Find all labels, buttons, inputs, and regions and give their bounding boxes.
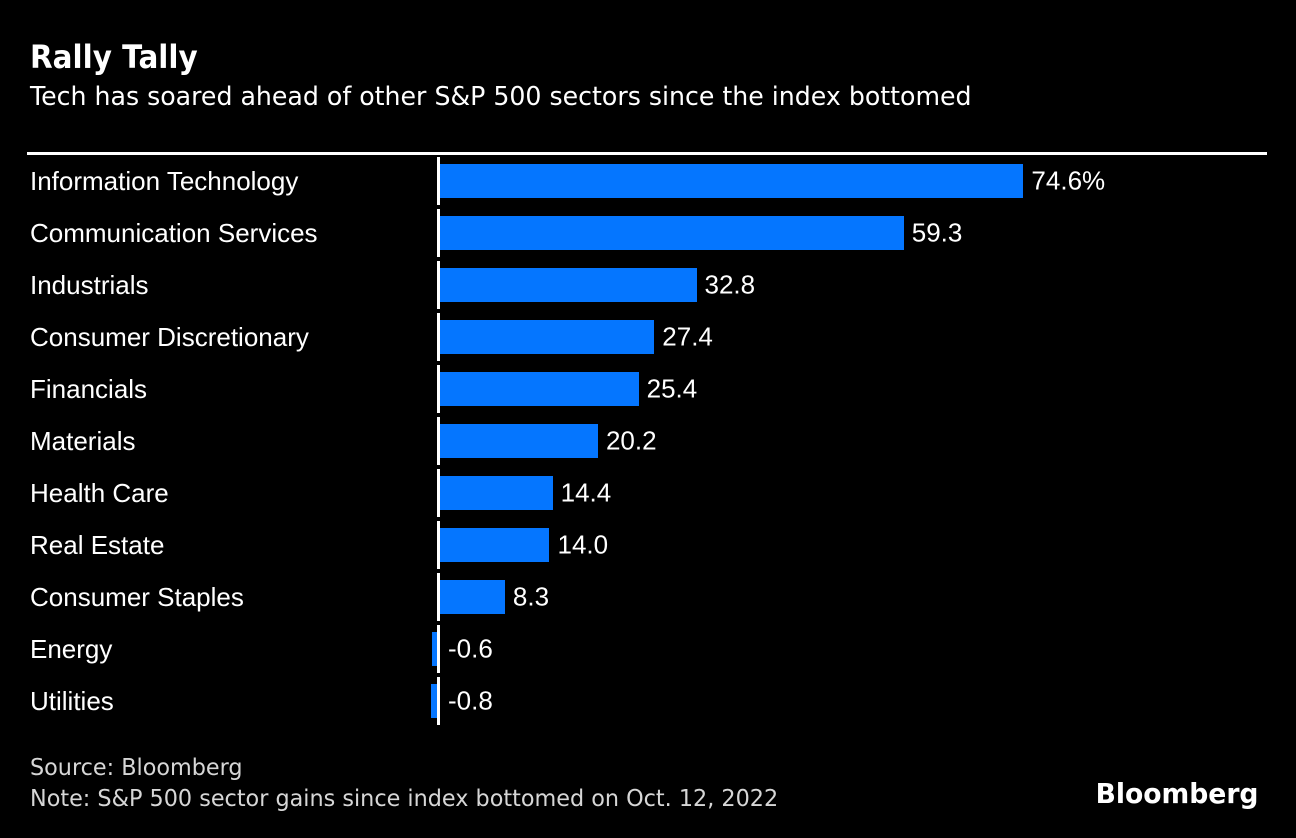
bar: [440, 372, 639, 406]
bar: [430, 684, 437, 718]
axis-line-segment: [437, 261, 440, 309]
bar-area: 74.6%: [437, 155, 1266, 207]
value-label: 8.3: [512, 581, 550, 612]
chart-footer: Source: Bloomberg Note: S&P 500 sector g…: [30, 753, 778, 815]
axis-line-segment: [437, 313, 440, 361]
header-divider: [27, 152, 1267, 155]
bar: [440, 268, 697, 302]
bar-area: 14.4: [437, 467, 1266, 519]
axis-line-segment: [437, 573, 440, 621]
bar: [440, 216, 904, 250]
bar-chart: Information Technology 74.6% Communicati…: [0, 155, 1296, 727]
chart-header: Rally Tally Tech has soared ahead of oth…: [0, 0, 1296, 112]
value-label: -0.6: [448, 633, 493, 664]
bar-row: Communication Services 59.3: [0, 207, 1296, 259]
sector-label: Utilities: [30, 685, 114, 716]
value-label: -0.8: [448, 685, 493, 716]
bar-row: Real Estate 14.0: [0, 519, 1296, 571]
bar: [440, 164, 1024, 198]
sector-label: Consumer Staples: [30, 581, 244, 612]
bar-area: -0.8: [430, 675, 1266, 727]
bar-row: Utilities -0.8: [0, 675, 1296, 727]
bar-area: 25.4: [437, 363, 1266, 415]
sector-label: Industrials: [30, 269, 149, 300]
note-text: Note: S&P 500 sector gains since index b…: [30, 786, 779, 812]
value-label: 14.4: [560, 477, 612, 508]
chart-title: Rally Tally: [30, 38, 198, 76]
bar-area: -0.6: [432, 623, 1266, 675]
bar-row: Financials 25.4: [0, 363, 1296, 415]
axis-line-segment: [437, 677, 440, 725]
axis-line-segment: [437, 521, 440, 569]
sector-label: Consumer Discretionary: [30, 321, 309, 352]
sector-label: Real Estate: [30, 529, 165, 560]
axis-line-segment: [437, 625, 440, 673]
bar-area: 14.0: [437, 519, 1266, 571]
axis-line-segment: [437, 469, 440, 517]
bar: [440, 476, 553, 510]
bar: [440, 424, 598, 458]
bar-row: Health Care 14.4: [0, 467, 1296, 519]
bar-area: 8.3: [437, 571, 1266, 623]
source-text: Source: Bloomberg: [30, 755, 243, 781]
bar-area: 59.3: [437, 207, 1266, 259]
bar: [440, 320, 655, 354]
value-label: 14.0: [557, 529, 609, 560]
sector-label: Financials: [30, 373, 148, 404]
bar-row: Consumer Discretionary 27.4: [0, 311, 1296, 363]
value-label: 74.6%: [1031, 165, 1106, 196]
bar-area: 32.8: [437, 259, 1266, 311]
bloomberg-logo: Bloomberg: [1095, 777, 1258, 810]
axis-line-segment: [437, 417, 440, 465]
bar: [440, 528, 550, 562]
bar-row: Energy -0.6: [0, 623, 1296, 675]
axis-line-segment: [437, 209, 440, 257]
bar-row: Materials 20.2: [0, 415, 1296, 467]
sector-label: Communication Services: [30, 217, 318, 248]
sector-label: Information Technology: [30, 165, 299, 196]
value-label: 32.8: [704, 269, 756, 300]
bar-area: 20.2: [437, 415, 1266, 467]
bar-row: Industrials 32.8: [0, 259, 1296, 311]
value-label: 27.4: [662, 321, 713, 352]
value-label: 20.2: [605, 425, 657, 456]
value-label: 25.4: [646, 373, 698, 404]
bar: [440, 580, 505, 614]
sector-label: Materials: [30, 425, 136, 456]
chart-subtitle: Tech has soared ahead of other S&P 500 s…: [30, 82, 972, 112]
sector-label: Health Care: [30, 477, 169, 508]
axis-line-segment: [437, 157, 440, 205]
bar-row: Information Technology 74.6%: [0, 155, 1296, 207]
sector-label: Energy: [30, 633, 113, 664]
bar-row: Consumer Staples 8.3: [0, 571, 1296, 623]
value-label: 59.3: [911, 217, 963, 248]
axis-line-segment: [437, 365, 440, 413]
bar-area: 27.4: [437, 311, 1266, 363]
bar: [432, 632, 437, 666]
